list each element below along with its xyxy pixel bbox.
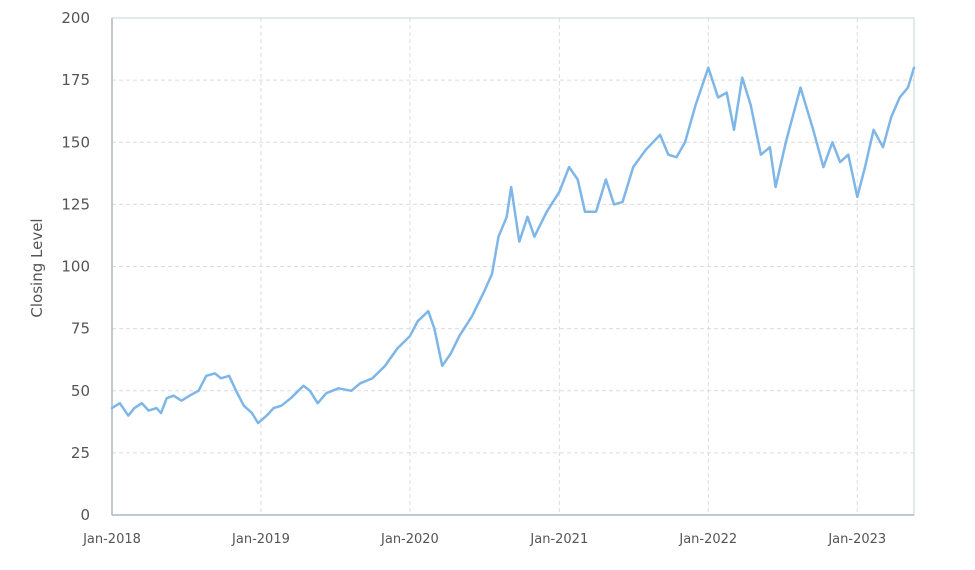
y-tick-label: 175 [61, 71, 90, 89]
x-axis-ticks: Jan-2018 Jan-2019 Jan-2020 Jan-2021 Jan-2022… [82, 532, 886, 547]
y-tick-label: 125 [61, 195, 90, 213]
y-tick-label: 0 [80, 506, 90, 524]
series-line [110, 66, 916, 425]
plot-frame [111, 17, 915, 516]
y-tick-label: 150 [61, 133, 90, 151]
y-axis-ticks: 0 25 50 75 100 125 150 175 200 [61, 9, 90, 524]
y-tick-label: 75 [71, 320, 90, 338]
y-axis-label: Closing Level [28, 218, 46, 317]
y-tick-label: 200 [61, 9, 90, 27]
y-tick-label: 50 [71, 382, 90, 400]
series-layer [110, 66, 916, 425]
x-tick-label: Jan-2022 [678, 532, 737, 547]
x-tick-label: Jan-2023 [827, 532, 886, 547]
x-tick-label: Jan-2020 [380, 532, 439, 547]
y-tick-label: 25 [71, 444, 90, 462]
y-tick-label: 100 [61, 258, 90, 276]
grid [112, 17, 914, 515]
x-tick-label: Jan-2021 [529, 532, 588, 547]
x-tick-label: Jan-2019 [231, 532, 290, 547]
x-tick-label: Jan-2018 [82, 532, 141, 547]
